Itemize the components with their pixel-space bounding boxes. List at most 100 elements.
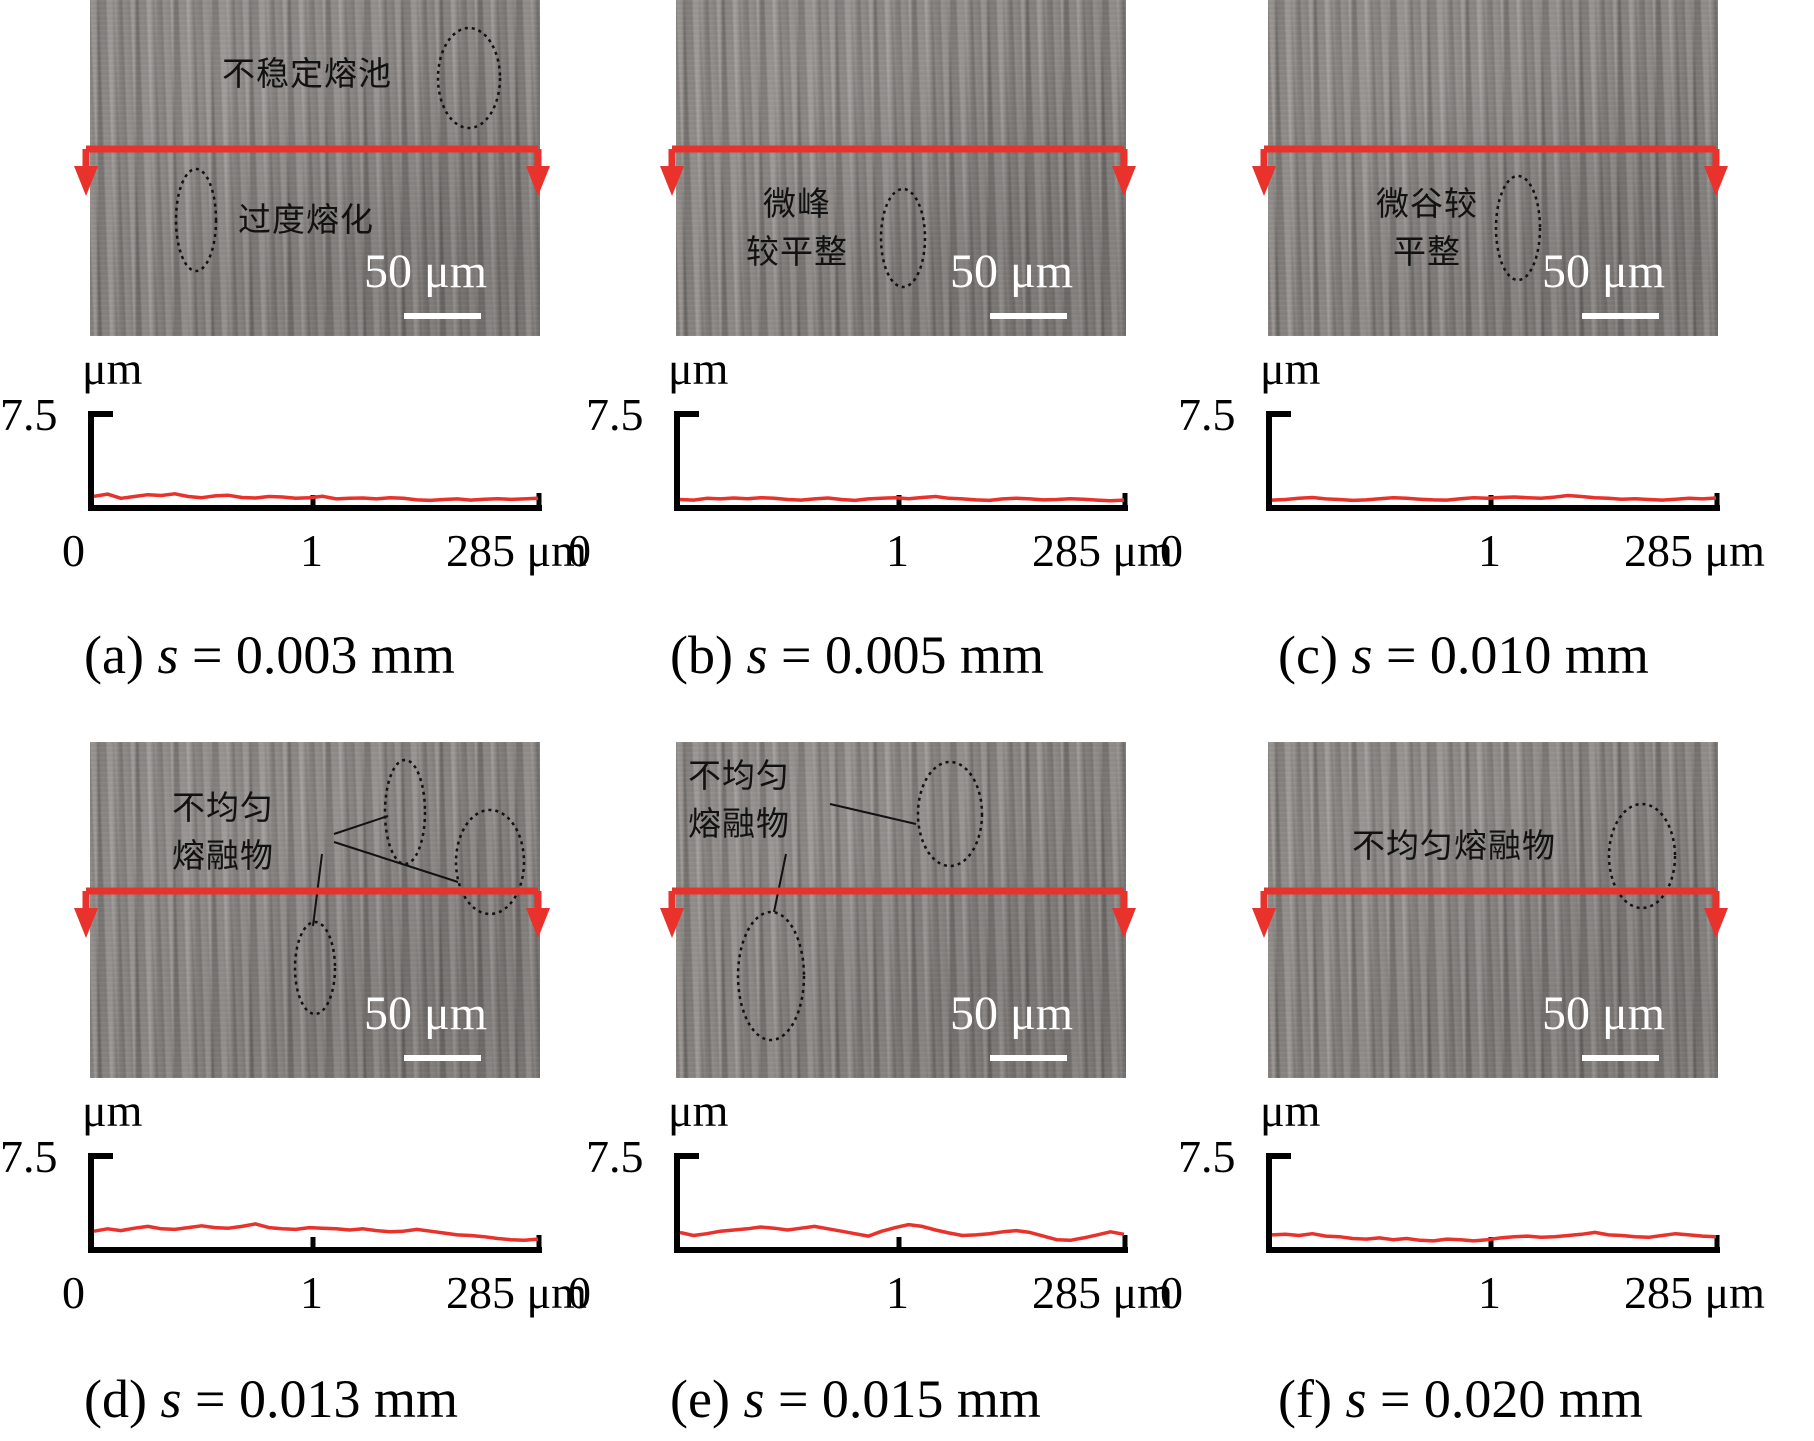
micrograph-a	[90, 0, 540, 336]
y-max-label-e: 7.5	[586, 1131, 644, 1182]
x-tick-end-a: 285 μm	[446, 525, 587, 576]
section-arrow-left	[1252, 908, 1276, 938]
annotation-d-1: 不均匀 熔融物	[172, 788, 274, 875]
panel-b: 微峰 较平整 50 μm μm 7.5 0 1 285	[568, 0, 1173, 740]
x-tick-end-d: 285 μm	[446, 1267, 587, 1318]
y-unit-c: μm	[1260, 343, 1321, 394]
caption-b: (b) s = 0.005 mm	[670, 624, 1044, 686]
profile-axes-d	[88, 1153, 542, 1253]
panel-a: 不稳定熔池 过度熔化 50 μm μm 7.5	[0, 0, 587, 740]
annotation-ellipse	[293, 920, 337, 1016]
annotation-ellipse	[916, 760, 984, 868]
roughness-profile-line	[1271, 1230, 1717, 1243]
caption-symbol: s	[1345, 1369, 1367, 1429]
y-max-label-a: 7.5	[0, 389, 58, 440]
micrograph-d	[90, 742, 540, 1078]
y-unit-a: μm	[82, 343, 143, 394]
scale-label-a: 50 μm	[364, 245, 488, 298]
caption-a: (a) s = 0.003 mm	[84, 624, 455, 686]
x-tick-0-d: 0	[62, 1267, 85, 1318]
caption-symbol: s	[743, 1369, 765, 1429]
annotation-ellipse	[436, 26, 502, 130]
x-tick-end-b: 285 μm	[1032, 525, 1173, 576]
section-arrow-right	[1112, 908, 1136, 938]
section-line-d	[74, 887, 550, 938]
micrograph-b	[676, 0, 1126, 336]
annotation-ellipse	[1494, 174, 1542, 282]
section-line-e	[660, 887, 1136, 938]
x-tick-0-a: 0	[62, 525, 85, 576]
micrograph-f	[1268, 742, 1718, 1078]
roughness-profile-line	[679, 1222, 1125, 1243]
overlay-d	[74, 758, 550, 1253]
profile-axes-a	[88, 411, 542, 511]
y-max-label-b: 7.5	[586, 389, 644, 440]
leader-line	[773, 853, 787, 913]
section-arrow-right	[1112, 166, 1136, 196]
scale-label-c: 50 μm	[1542, 245, 1666, 298]
leader-line	[829, 803, 917, 825]
annotation-f-1: 不均匀熔融物	[1352, 826, 1556, 865]
overlay-a	[74, 26, 550, 511]
section-arrow-right	[1704, 166, 1728, 196]
panel-f: 不均匀熔融物 50 μm μm 7.5 0 1 285	[1160, 742, 1765, 1441]
panel-d: 不均匀 熔融物 50 μ	[0, 742, 587, 1441]
caption-value: = 0.020 mm	[1366, 1369, 1643, 1429]
overlay-e	[660, 760, 1136, 1253]
x-tick-0-b: 0	[568, 525, 591, 576]
panel-e: 不均匀 熔融物 50 μm μm 7	[568, 742, 1173, 1441]
annotation-c-1: 微谷较 平整	[1376, 184, 1478, 271]
caption-symbol: s	[157, 625, 179, 685]
micrograph-e	[676, 742, 1126, 1078]
caption-prefix: (e)	[670, 1369, 744, 1429]
section-line-a	[74, 145, 550, 196]
x-tick-1-d: 1	[300, 1267, 323, 1318]
y-max-label-f: 7.5	[1178, 1131, 1236, 1182]
x-tick-1-f: 1	[1478, 1267, 1501, 1318]
y-max-label-c: 7.5	[1178, 389, 1236, 440]
annotation-ellipse	[879, 187, 927, 289]
y-unit-d: μm	[82, 1085, 143, 1136]
x-tick-1-c: 1	[1478, 525, 1501, 576]
x-tick-0-f: 0	[1160, 1267, 1183, 1318]
leader-line	[333, 815, 389, 835]
profile-axes-c	[1266, 411, 1720, 511]
caption-f: (f) s = 0.020 mm	[1278, 1368, 1643, 1430]
section-arrow-right	[526, 166, 550, 196]
scale-label-b: 50 μm	[950, 245, 1074, 298]
x-tick-1-a: 1	[300, 525, 323, 576]
annotation-ellipse	[174, 167, 218, 273]
overlay-f	[1252, 802, 1728, 1253]
y-unit-b: μm	[668, 343, 729, 394]
section-arrow-right	[1704, 908, 1728, 938]
roughness-profile-line	[1271, 493, 1717, 503]
y-max-label-d: 7.5	[0, 1131, 58, 1182]
annotation-ellipse	[383, 758, 427, 866]
x-tick-0-c: 0	[1160, 525, 1183, 576]
section-arrow-left	[74, 166, 98, 196]
profile-axes-b	[674, 411, 1128, 511]
caption-prefix: (b)	[670, 625, 747, 685]
section-line-b	[660, 145, 1136, 196]
roughness-profile-line	[93, 492, 539, 503]
roughness-profile-line	[93, 1222, 539, 1243]
caption-prefix: (c)	[1278, 625, 1352, 685]
roughness-profile-line	[679, 494, 1125, 503]
panel-c: 微谷较 平整 50 μm μm 7.5 0 1 285	[1160, 0, 1765, 740]
caption-prefix: (f)	[1278, 1369, 1346, 1429]
caption-value: = 0.005 mm	[767, 625, 1044, 685]
x-tick-end-e: 285 μm	[1032, 1267, 1173, 1318]
caption-symbol: s	[1351, 625, 1373, 685]
x-tick-0-e: 0	[568, 1267, 591, 1318]
x-tick-end-f: 285 μm	[1624, 1267, 1765, 1318]
annotation-b-1: 微峰 较平整	[746, 184, 848, 271]
caption-value: = 0.003 mm	[178, 625, 455, 685]
scale-label-f: 50 μm	[1542, 987, 1666, 1040]
section-arrow-left	[74, 908, 98, 938]
micrograph-c	[1268, 0, 1718, 336]
section-arrow-right	[526, 908, 550, 938]
caption-prefix: (d)	[84, 1369, 161, 1429]
section-line-f	[1252, 887, 1728, 938]
y-unit-e: μm	[668, 1085, 729, 1136]
